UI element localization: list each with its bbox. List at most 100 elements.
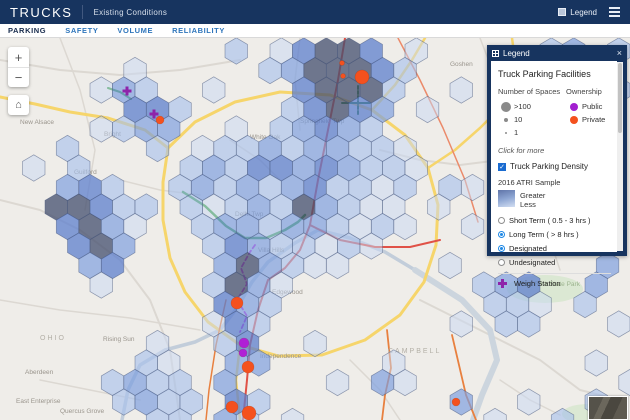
private-facility-marker[interactable] [231, 297, 243, 309]
density-label: Truck Parking Density [510, 162, 588, 171]
tab-reliability[interactable]: RELIABILITY [172, 26, 225, 35]
designated-label: Designated [509, 244, 547, 253]
density-checkbox-row[interactable]: ✓ Truck Parking Density [498, 162, 611, 171]
private-facility-marker[interactable] [242, 406, 256, 420]
home-extent-button[interactable]: ⌂ [8, 95, 29, 115]
density-hexbin[interactable] [518, 389, 541, 415]
spaces-dot-large [501, 102, 511, 112]
public-facility-marker[interactable] [239, 338, 249, 348]
short-term-label: Short Term ( 0.5 - 3 hrs ) [509, 216, 591, 225]
legend-toggle-label: Legend [570, 8, 597, 17]
page-subtitle: Existing Conditions [83, 8, 177, 17]
ownership-row-private: Private [566, 114, 605, 125]
spaces-dot-small [505, 132, 507, 134]
density-hexbin[interactable] [461, 213, 484, 239]
private-dot [570, 116, 578, 124]
density-hexbin[interactable] [326, 369, 349, 395]
density-hexbin[interactable] [450, 311, 473, 337]
legend-close-icon[interactable]: × [617, 49, 622, 58]
spaces-row-10: 10 [498, 114, 566, 125]
zoom-in-button[interactable]: + [8, 47, 29, 67]
private-facility-marker[interactable] [242, 361, 254, 373]
legend-scrollbar-thumb[interactable] [618, 63, 622, 133]
short-term-radio[interactable] [498, 217, 505, 224]
long-term-radio[interactable] [498, 231, 505, 238]
radio-undesignated[interactable]: Undesignated [498, 258, 611, 267]
layers-icon [558, 8, 566, 16]
weigh-station-label: Weigh Station [514, 279, 561, 288]
private-label: Private [582, 115, 605, 124]
private-facility-marker[interactable] [156, 116, 164, 124]
public-dot [570, 103, 578, 111]
density-hexbin[interactable] [619, 369, 630, 395]
map-label: East Enterprise [16, 398, 61, 405]
designated-radio[interactable] [498, 245, 505, 252]
map-zoom-control: + − [8, 47, 29, 87]
weigh-station-row: Weigh Station [498, 279, 611, 288]
tab-safety[interactable]: SAFETY [65, 26, 98, 35]
density-hexbin[interactable] [416, 96, 439, 122]
radio-designated[interactable]: Designated [498, 244, 611, 253]
undesignated-radio[interactable] [498, 259, 505, 266]
radio-long-term[interactable]: Long Term ( > 8 hrs ) [498, 230, 611, 239]
private-facility-marker[interactable] [340, 61, 345, 66]
road-line [0, 60, 240, 75]
tab-bar: PARKING SAFETY VOLUME RELIABILITY [0, 24, 630, 38]
density-hexbin[interactable] [304, 330, 327, 356]
public-label: Public [582, 102, 602, 111]
legend-divider [498, 273, 611, 274]
density-hexbin[interactable] [23, 155, 46, 181]
density-hexbin[interactable] [90, 77, 113, 103]
zoom-out-button[interactable]: − [8, 67, 29, 87]
density-gradient-swatch [498, 190, 515, 207]
spaces-label-1: 1 [514, 128, 518, 137]
legend-panel-body: Truck Parking Facilities Number of Space… [491, 61, 617, 252]
spaces-row-1: 1 [498, 127, 566, 138]
public-facility-marker[interactable] [239, 349, 247, 357]
tab-parking[interactable]: PARKING [8, 26, 46, 35]
atri-sample-label: 2016 ATRI Sample [498, 178, 611, 187]
road-line [0, 300, 200, 330]
private-facility-marker[interactable] [341, 74, 346, 79]
spaces-header: Number of Spaces [498, 87, 566, 96]
legend-panel-title: Legend [503, 49, 530, 58]
legend-panel-header[interactable]: Legend × [487, 45, 627, 61]
legend-grid-icon [492, 50, 499, 57]
spaces-dot-medium [504, 118, 508, 122]
weigh-station-icon [498, 279, 507, 288]
map-label: Goshen [450, 61, 473, 68]
density-hexbin[interactable] [225, 38, 248, 64]
spaces-label-10: 10 [514, 115, 522, 124]
density-hexbin[interactable] [203, 77, 226, 103]
radio-short-term[interactable]: Short Term ( 0.5 - 3 hrs ) [498, 216, 611, 225]
undesignated-label: Undesignated [509, 258, 555, 267]
density-hexbin[interactable] [484, 408, 507, 420]
map-label: OHIO [40, 335, 66, 342]
tab-volume[interactable]: VOLUME [117, 26, 153, 35]
map-label: Quercus Grove [60, 408, 104, 415]
density-hexbin[interactable] [450, 77, 473, 103]
private-facility-marker[interactable] [226, 401, 238, 413]
density-checkbox[interactable]: ✓ [498, 163, 506, 171]
gradient-greater-label: Greater [520, 191, 545, 200]
map-label: Aberdeen [25, 369, 54, 376]
basemap-toggle[interactable] [588, 396, 628, 420]
gradient-less-label: Less [520, 200, 545, 209]
map-label: New Alsace [20, 119, 54, 126]
spaces-row-100: >100 [498, 101, 566, 112]
density-hexbin[interactable] [608, 311, 630, 337]
legend-panel: Legend × Truck Parking Facilities Number… [487, 45, 627, 256]
density-hexbin[interactable] [439, 252, 462, 278]
legend-toggle-button[interactable]: Legend [558, 8, 597, 17]
app-window: TRUCKS Existing Conditions Legend PARKIN… [0, 0, 630, 420]
menu-icon[interactable] [609, 7, 620, 17]
legend-scrollbar[interactable] [617, 62, 623, 251]
ownership-row-public: Public [566, 101, 605, 112]
click-for-more-link[interactable]: Click for more [498, 146, 611, 155]
density-hexbin[interactable] [585, 350, 608, 376]
legend-section-title: Truck Parking Facilities [498, 69, 611, 79]
long-term-label: Long Term ( > 8 hrs ) [509, 230, 579, 239]
private-facility-marker[interactable] [355, 70, 369, 84]
private-facility-marker[interactable] [452, 398, 460, 406]
density-hexbin[interactable] [281, 408, 304, 420]
